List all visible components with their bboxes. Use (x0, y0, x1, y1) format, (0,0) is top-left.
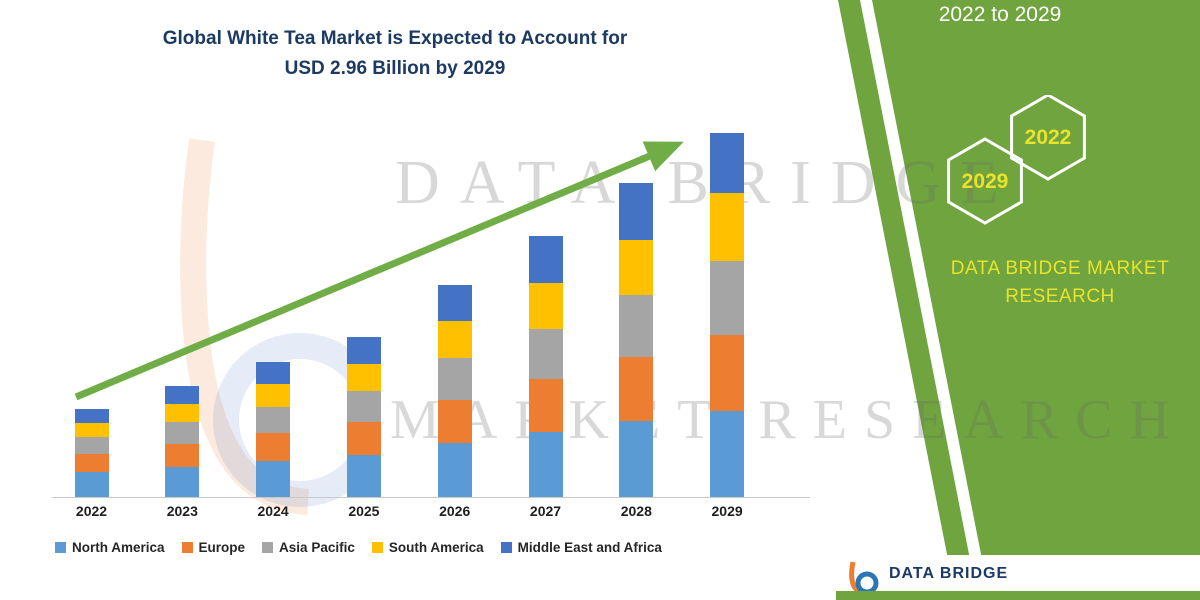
legend-label: South America (388, 540, 484, 555)
bar-segment (619, 240, 654, 295)
bar-segment (165, 444, 200, 467)
bar-segment (346, 422, 381, 455)
legend-label: Middle East and Africa (517, 540, 662, 555)
legend: North America Europe Asia Pacific South Ame… (55, 540, 662, 555)
chart-title-line2: USD 2.96 Billion by 2029 (284, 58, 506, 79)
bar-segment (710, 193, 745, 261)
bar-segment (437, 285, 472, 321)
bar-segment (256, 461, 291, 497)
x-axis-label: 2027 (529, 503, 562, 519)
bar-segment (710, 335, 745, 411)
bar-segment (256, 407, 291, 433)
bar-segment (528, 432, 563, 497)
legend-label: North America (72, 540, 165, 555)
stacked-bar-2024 (256, 362, 291, 497)
bar-segment (256, 384, 291, 407)
bar-segment (165, 422, 200, 444)
legend-item: Middle East and Africa (500, 540, 662, 555)
bar-segment (528, 236, 563, 283)
legend-item: Europe (181, 540, 246, 555)
stacked-bar-2029 (710, 133, 745, 497)
bar-segment (619, 183, 654, 240)
x-axis-label: 2024 (257, 503, 289, 519)
x-axis-line (52, 497, 810, 498)
bar-segment (710, 133, 745, 193)
bar-segment (437, 400, 472, 443)
bar-segment (710, 411, 745, 497)
chart-title-line1: Global White Tea Market is Expected to A… (162, 28, 628, 49)
bar-segment (528, 283, 563, 329)
legend-item: South America (371, 540, 484, 555)
footer-logo-box: DATA BRIDGE (836, 555, 1200, 600)
bar-segment (74, 409, 109, 423)
stacked-bar-2028 (619, 183, 654, 497)
bar-segment (74, 472, 109, 497)
bar-segment (619, 295, 654, 357)
forecast-range-text: 2022 to 2029 (938, 3, 1062, 26)
legend-label: Asia Pacific (279, 540, 355, 555)
legend-item: Asia Pacific (262, 540, 355, 555)
bar-segment (165, 404, 200, 422)
hexagon-2029 (947, 137, 1023, 225)
legend-swatch (262, 542, 274, 553)
bar-segment (74, 423, 109, 437)
bar-segment (346, 455, 381, 497)
stacked-bar-2027 (528, 236, 563, 497)
bar-segment (437, 321, 472, 358)
legend-label: Europe (198, 540, 246, 555)
bar-segment (437, 358, 472, 400)
stacked-bar-2022 (74, 409, 109, 497)
bar-segment (528, 329, 563, 379)
stacked-bar-2026 (437, 285, 472, 497)
legend-item: North America (55, 540, 165, 555)
bar-segment (619, 421, 654, 497)
x-axis-label: 2025 (348, 503, 380, 519)
stacked-bar-2025 (346, 337, 381, 497)
bar-segment (437, 443, 472, 497)
legend-swatch (500, 542, 512, 553)
x-axis-label: 2026 (439, 503, 471, 519)
hexagon-2029-label: 2029 (962, 170, 1009, 193)
chart-title: Global White Tea Market is Expected to A… (95, 24, 695, 84)
bar-segment (165, 386, 200, 404)
x-axis-label: 2023 (166, 503, 198, 519)
legend-swatch (181, 542, 193, 553)
hexagon-2022 (1010, 95, 1086, 181)
stacked-bar-2023 (165, 386, 200, 497)
legend-swatch (55, 542, 66, 553)
footer-brand-name: DATA BRIDGE (889, 564, 1009, 582)
bar-segment (346, 391, 381, 422)
bar-segment (74, 437, 109, 454)
year-hexagons: 2029 2022 (947, 95, 1086, 225)
bar-segment (256, 362, 291, 384)
footer-green-strip (836, 591, 1200, 600)
brand-text-line1: DATA BRIDGE MARKET (950, 258, 1170, 279)
bar-segment (256, 433, 291, 461)
x-axis-label: 2022 (75, 503, 108, 519)
bar-segment (619, 357, 654, 421)
bar-segment (346, 337, 381, 364)
bar-segment (74, 454, 109, 472)
bar-segment (346, 364, 381, 391)
bar-segment (710, 261, 745, 335)
x-axis-label: 2029 (711, 503, 743, 519)
brand-text: DATA BRIDGE MARKET RESEARCH (930, 255, 1190, 311)
brand-text-line2: RESEARCH (1005, 286, 1115, 307)
hexagon-2022-label: 2022 (1025, 126, 1072, 149)
bar-segment (528, 379, 563, 432)
bar-segment (165, 467, 200, 497)
x-axis-label: 2028 (620, 503, 652, 519)
legend-swatch (371, 542, 383, 553)
